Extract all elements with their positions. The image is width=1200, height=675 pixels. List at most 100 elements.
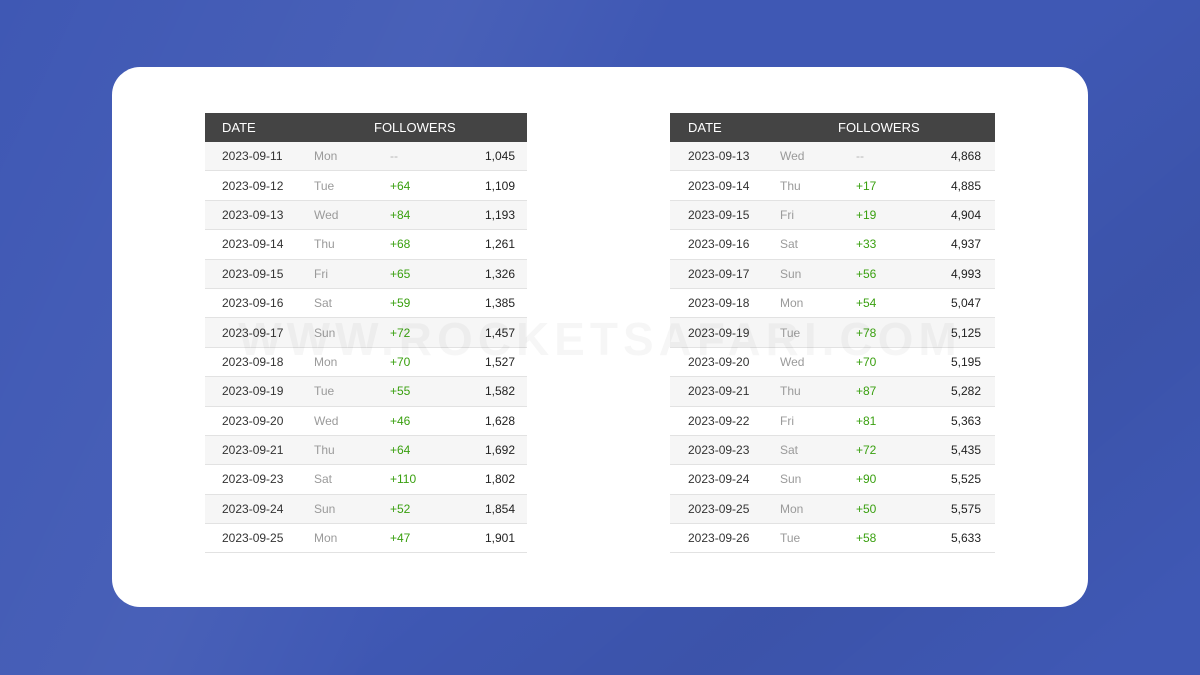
followers-total-cell: 1,692: [485, 443, 516, 458]
table-row: 2023-09-23 Sat +72 5,435: [670, 435, 995, 466]
change-cell: +64: [390, 443, 411, 458]
date-cell: 2023-09-15: [688, 207, 750, 222]
table-row: 2023-09-13 Wed -- 4,868: [670, 142, 995, 172]
change-cell: +50: [856, 501, 877, 516]
change-cell: +87: [856, 384, 877, 399]
date-cell: 2023-09-18: [222, 354, 284, 369]
weekday-cell: Sat: [780, 237, 799, 252]
weekday-cell: Mon: [314, 149, 338, 164]
date-cell: 2023-09-19: [222, 384, 284, 399]
table-header: DATE FOLLOWERS: [670, 113, 995, 142]
table-row: 2023-09-24 Sun +90 5,525: [670, 465, 995, 495]
date-cell: 2023-09-20: [222, 413, 284, 428]
date-cell: 2023-09-26: [688, 531, 750, 546]
change-cell: +64: [390, 178, 411, 193]
date-cell: 2023-09-22: [688, 413, 750, 428]
weekday-cell: Sat: [780, 443, 799, 458]
table-row: 2023-09-11 Mon -- 1,045: [205, 142, 527, 172]
date-cell: 2023-09-13: [688, 149, 750, 164]
table-row: 2023-09-17 Sun +72 1,457: [205, 318, 527, 348]
date-cell: 2023-09-23: [688, 443, 750, 458]
date-cell: 2023-09-23: [222, 472, 284, 487]
table-row: 2023-09-18 Mon +54 5,047: [670, 288, 995, 319]
table-row: 2023-09-16 Sat +33 4,937: [670, 230, 995, 260]
followers-table-right: DATE FOLLOWERS 2023-09-13 Wed -- 4,868 2023-…: [670, 113, 995, 554]
change-cell: +70: [390, 354, 411, 369]
weekday-cell: Tue: [314, 384, 335, 399]
weekday-cell: Sun: [780, 472, 802, 487]
change-cell: +19: [856, 207, 877, 222]
followers-total-cell: 1,901: [485, 531, 516, 546]
table-row: 2023-09-25 Mon +50 5,575: [670, 494, 995, 525]
followers-total-cell: 4,993: [951, 266, 982, 281]
weekday-cell: Mon: [780, 501, 804, 516]
date-cell: 2023-09-13: [222, 207, 284, 222]
change-cell: +81: [856, 413, 877, 428]
followers-total-cell: 5,195: [951, 354, 982, 369]
weekday-cell: Mon: [314, 354, 338, 369]
change-cell: +70: [856, 354, 877, 369]
change-cell: +52: [390, 501, 411, 516]
change-cell: +55: [390, 384, 411, 399]
followers-total-cell: 1,527: [485, 354, 516, 369]
change-cell: +58: [856, 531, 877, 546]
weekday-cell: Wed: [780, 149, 805, 164]
weekday-cell: Sun: [314, 501, 336, 516]
table-body: 2023-09-13 Wed -- 4,868 2023-09-14 Thu +17 4,88…: [670, 142, 995, 554]
weekday-cell: Wed: [314, 413, 339, 428]
followers-total-cell: 1,628: [485, 413, 516, 428]
followers-column-header: FOLLOWERS: [374, 120, 456, 135]
change-cell: +72: [856, 443, 877, 458]
followers-total-cell: 5,525: [951, 472, 982, 487]
change-cell: +84: [390, 207, 411, 222]
table-row: 2023-09-20 Wed +46 1,628: [205, 406, 527, 436]
followers-total-cell: 1,802: [485, 472, 516, 487]
followers-total-cell: 4,904: [951, 207, 982, 222]
weekday-cell: Mon: [314, 531, 338, 546]
table-row: 2023-09-21 Thu +87 5,282: [670, 377, 995, 407]
weekday-cell: Sun: [780, 266, 802, 281]
table-row: 2023-09-14 Thu +68 1,261: [205, 230, 527, 260]
date-cell: 2023-09-25: [688, 501, 750, 516]
change-cell: +33: [856, 237, 877, 252]
date-cell: 2023-09-14: [222, 237, 284, 252]
followers-total-cell: 5,047: [951, 296, 982, 311]
followers-total-cell: 1,193: [485, 207, 516, 222]
weekday-cell: Sat: [314, 296, 333, 311]
followers-total-cell: 1,326: [485, 266, 516, 281]
weekday-cell: Fri: [314, 266, 328, 281]
table-row: 2023-09-26 Tue +58 5,633: [670, 524, 995, 554]
weekday-cell: Wed: [314, 207, 339, 222]
change-cell: +65: [390, 266, 411, 281]
date-cell: 2023-09-14: [688, 178, 750, 193]
date-cell: 2023-09-16: [688, 237, 750, 252]
date-cell: 2023-09-17: [688, 266, 750, 281]
weekday-cell: Wed: [780, 354, 805, 369]
followers-total-cell: 5,575: [951, 501, 982, 516]
change-cell: +68: [390, 237, 411, 252]
change-cell: +46: [390, 413, 411, 428]
followers-total-cell: 5,125: [951, 325, 982, 340]
followers-total-cell: 5,282: [951, 384, 982, 399]
content-card: DATE FOLLOWERS 2023-09-11 Mon -- 1,045 2023-…: [112, 67, 1088, 607]
table-row: 2023-09-13 Wed +84 1,193: [205, 200, 527, 231]
change-cell: +54: [856, 296, 877, 311]
table-header: DATE FOLLOWERS: [205, 113, 527, 142]
table-row: 2023-09-19 Tue +55 1,582: [205, 377, 527, 407]
table-row: 2023-09-22 Fri +81 5,363: [670, 406, 995, 436]
weekday-cell: Mon: [780, 296, 804, 311]
followers-total-cell: 1,385: [485, 296, 516, 311]
date-cell: 2023-09-24: [222, 501, 284, 516]
change-cell: +47: [390, 531, 411, 546]
date-cell: 2023-09-21: [222, 443, 284, 458]
table-row: 2023-09-19 Tue +78 5,125: [670, 318, 995, 348]
change-cell: +17: [856, 178, 877, 193]
date-cell: 2023-09-15: [222, 266, 284, 281]
weekday-cell: Tue: [780, 531, 801, 546]
date-cell: 2023-09-25: [222, 531, 284, 546]
weekday-cell: Thu: [314, 237, 335, 252]
date-cell: 2023-09-19: [688, 325, 750, 340]
date-cell: 2023-09-17: [222, 325, 284, 340]
date-cell: 2023-09-21: [688, 384, 750, 399]
weekday-cell: Thu: [780, 384, 801, 399]
